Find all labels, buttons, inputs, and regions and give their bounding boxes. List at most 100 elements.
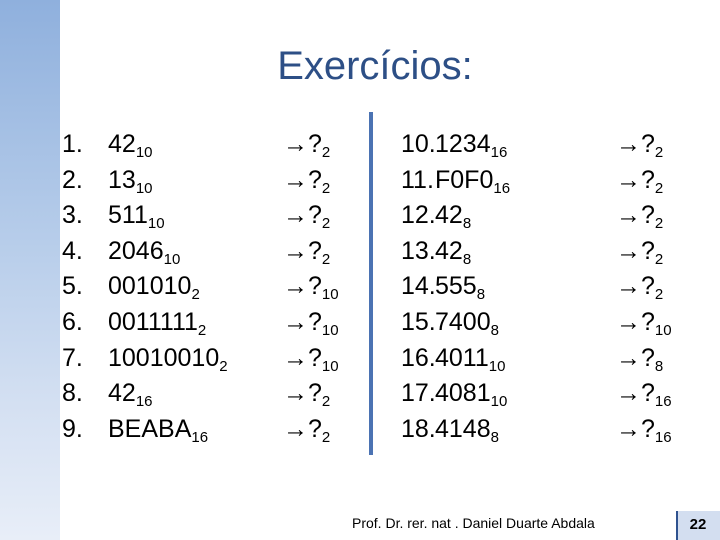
item-number: 18. [401,414,436,443]
page-number-badge [676,511,720,540]
list-item-target: →?2 [616,163,672,199]
list-item-target: →?10 [283,305,339,341]
target-base: 2 [654,144,664,161]
target-base: 16 [654,393,672,411]
target-arrow: →? [283,307,322,336]
list-item: 17.408110 [401,376,510,412]
list-item: 5. 0010102 [62,269,228,305]
list-item-target: →?2 [283,127,339,163]
target-base: 16 [654,428,672,446]
item-number: 1. [62,130,83,158]
item-number: 4. [62,236,83,265]
item-value: 4081 [435,379,491,408]
slide-title: Exercícios: [277,44,473,88]
item-base: 16 [490,144,508,161]
target-arrow: →? [616,379,655,408]
item-value: 555 [435,272,477,301]
target-base: 2 [321,179,331,197]
list-item: 9. BEABA16 [62,412,228,448]
target-arrow: →? [283,165,322,194]
target-base: 10 [654,321,672,339]
list-item: 13.428 [401,234,510,270]
list-item-target: →?10 [616,305,672,341]
item-value: 1234 [435,130,491,158]
item-value: 42 [435,201,463,230]
item-base: 2 [197,321,207,339]
item-value: 511 [108,201,148,230]
target-arrow: →? [616,236,655,265]
target-base: 2 [654,179,664,197]
list-item: 18.41488 [401,412,510,448]
item-base: 2 [191,286,200,304]
target-base: 2 [321,144,331,161]
item-value: 4011 [435,343,489,372]
target-base: 2 [321,250,331,268]
list-item: 10.123416 [401,127,510,163]
item-base: 16 [493,179,511,197]
item-base: 16 [191,428,209,446]
item-base: 10 [490,393,508,411]
item-number: 6. [62,307,83,336]
list-item-target: →?2 [283,234,339,270]
target-arrow: →? [283,130,322,158]
list-item: 14.5558 [401,269,510,305]
target-arrow: →? [283,414,322,443]
list-item: 3. 51110 [62,198,228,234]
left-accent-bar [0,0,60,540]
list-item: 15.74008 [401,305,510,341]
item-value: F0F0 [435,165,494,194]
list-item: 4. 204610 [62,234,228,270]
exercise-list-right: 10.123416 11.F0F016 12.428 13.428 14.555… [401,127,510,447]
item-number: 10. [401,130,436,158]
target-arrow: →? [283,343,322,372]
item-base: 10 [147,215,165,233]
item-value: 0011111 [108,307,198,336]
item-value: 4148 [435,414,491,443]
target-base: 8 [654,357,664,375]
item-value: BEABA [108,414,192,443]
item-number: 14. [401,272,436,301]
item-base: 2 [219,357,228,375]
target-arrow: →? [616,165,655,194]
item-number: 7. [62,343,83,372]
footer-author: Prof. Dr. rer. nat . Daniel Duarte Abdal… [352,515,595,531]
target-base: 10 [321,321,339,339]
target-base: 2 [654,286,664,304]
page-number: 22 [689,516,707,533]
list-item: 2. 1310 [62,163,228,199]
list-item: 1. 4210 [62,127,228,163]
target-arrow: →? [283,272,322,301]
item-number: 3. [62,201,83,230]
target-arrow: →? [616,272,655,301]
list-item: 7. 100100102 [62,341,228,377]
list-item-target: →?2 [283,163,339,199]
target-arrow: →? [616,414,655,443]
item-value: 001010 [108,272,192,301]
target-arrow: →? [616,130,655,158]
target-base: 10 [321,286,339,304]
item-base: 10 [135,179,153,197]
target-arrow: →? [616,343,655,372]
target-arrow: →? [283,379,322,408]
list-item-target: →?16 [616,412,672,448]
list-item: 11.F0F016 [401,163,510,199]
target-base: 2 [654,250,664,268]
list-item: 8. 4216 [62,376,228,412]
target-base: 2 [321,215,331,233]
target-arrow: →? [283,236,322,265]
list-item-target: →?10 [283,341,339,377]
item-number: 5. [62,272,83,301]
item-number: 11. [401,165,434,194]
list-item-target: →?2 [283,376,339,412]
item-number: 15. [401,307,436,336]
item-base: 8 [476,286,486,304]
exercise-list-left: 1. 4210 2. 1310 3. 51110 4. 204610 5. 0010102… [62,127,228,447]
item-number: 12. [401,201,436,230]
item-base: 8 [490,321,499,339]
list-item-target: →?2 [616,234,672,270]
list-item: 12.428 [401,198,510,234]
item-value: 13 [108,165,136,194]
item-number: 9. [62,414,83,443]
list-item-target: →?2 [283,412,339,448]
item-base: 8 [462,215,472,233]
